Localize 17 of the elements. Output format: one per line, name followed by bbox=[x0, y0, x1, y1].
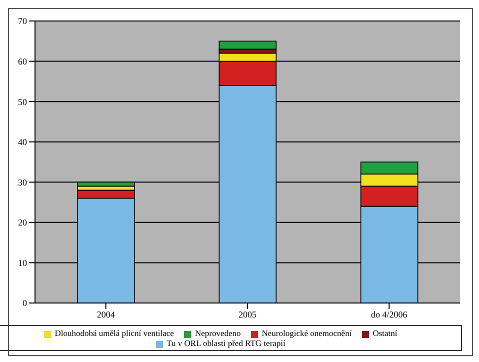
y-tick-label: 0 bbox=[22, 298, 28, 308]
y-tick-label: 60 bbox=[18, 56, 28, 66]
legend-label: Tu v ORL oblasti před RTG terapií bbox=[166, 338, 286, 348]
legend-label: Neprovedeno bbox=[194, 328, 241, 338]
y-tick-label: 40 bbox=[18, 137, 28, 148]
y-tick-label: 10 bbox=[18, 258, 28, 268]
y-tick-label: 50 bbox=[18, 96, 28, 107]
x-tick-label: do 4/2006 bbox=[371, 309, 408, 320]
bar bbox=[218, 40, 277, 50]
x-tick-label: 2004 bbox=[96, 309, 116, 320]
legend-label: Ostatní bbox=[372, 328, 398, 338]
y-tick-label: 30 bbox=[18, 177, 28, 188]
legend-label: Dlouhodobá umělá plicní ventilace bbox=[54, 328, 174, 338]
y-tick-label: 20 bbox=[18, 218, 28, 228]
y-tick-label: 70 bbox=[18, 16, 28, 26]
legend-label: Neurologické onemocnění bbox=[262, 328, 352, 338]
x-tick-label: 2005 bbox=[238, 309, 257, 320]
